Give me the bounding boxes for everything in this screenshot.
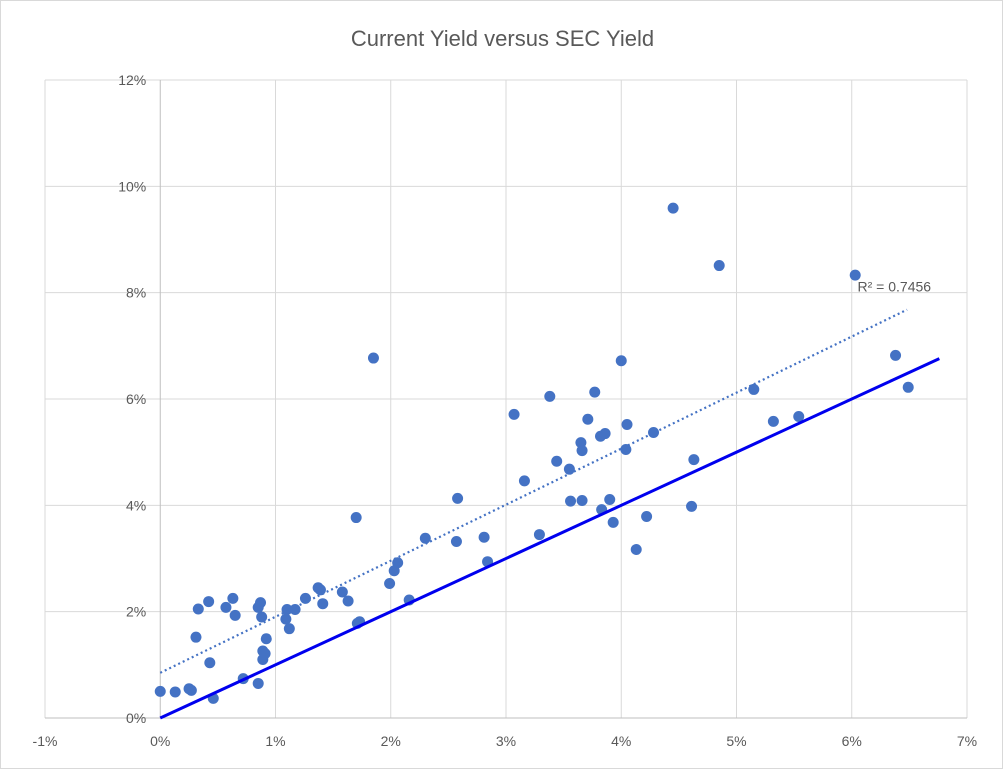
data-point [169,686,181,698]
data-point [280,613,292,625]
axes [45,80,967,719]
data-point [563,463,575,475]
data-point [589,386,601,398]
r-squared-label: R² = 0.7456 [858,279,932,295]
y-tick-label: 6% [126,391,146,407]
data-point [544,390,556,402]
data-point [890,349,902,361]
data-point [419,532,431,544]
data-point [227,592,239,604]
data-point [615,355,627,367]
data-point [190,631,202,643]
data-point [849,269,861,281]
data-point [229,609,241,621]
data-point [641,510,653,522]
y-tick-labels: 0% 2% 4% 6% 8% 10% 12% [118,72,146,726]
x-tick-label: 3% [496,733,516,749]
data-point [533,529,545,541]
data-point [767,415,779,427]
x-tick-label: 6% [842,733,862,749]
data-point [392,557,404,569]
data-point [902,381,914,393]
data-point [220,601,232,613]
data-point [630,543,642,555]
x-tick-label: 2% [381,733,401,749]
data-point [281,604,293,616]
reference-line [159,357,940,720]
x-tick-label: 1% [265,733,285,749]
data-point [478,531,490,543]
y-tick-label: 4% [126,497,146,513]
data-point [299,592,311,604]
y-tick-label: 2% [126,604,146,620]
y-tick-label: 12% [118,72,146,88]
y-tick-label: 10% [118,178,146,194]
data-point [314,584,326,596]
trendline [159,308,908,674]
data-point [289,604,301,616]
data-point [518,475,530,487]
data-point [582,413,594,425]
data-point [204,657,216,669]
data-point [621,419,633,431]
x-tick-label: 5% [726,733,746,749]
data-point [667,202,679,214]
data-point [713,260,725,272]
chart-title: Current Yield versus SEC Yield [350,26,655,51]
data-point [260,633,272,645]
data-point [384,577,396,589]
x-tick-label: 4% [611,733,631,749]
data-point [576,445,588,457]
data-point [688,454,700,466]
data-point [185,684,197,696]
data-point [255,597,267,609]
data-point [450,535,462,547]
data-point [551,455,563,467]
data-points [154,202,914,704]
data-point [283,623,295,635]
data-point [604,493,616,505]
data-point [648,426,660,438]
data-point [599,428,611,440]
x-tick-labels: -1% 0% 1% 2% 3% 4% 5% 6% 7% [33,733,978,749]
data-point [192,603,204,615]
data-point [342,595,354,607]
data-point [565,495,577,507]
data-point [367,352,379,364]
data-point [576,495,588,507]
data-point [336,586,348,598]
y-tick-label: 8% [126,285,146,301]
data-point [452,492,464,504]
data-point [317,598,329,610]
x-tick-label: 0% [150,733,170,749]
data-point [256,611,268,623]
data-point [154,685,166,697]
data-point [259,648,271,660]
x-tick-label: -1% [33,733,58,749]
y-tick-label: 0% [126,710,146,726]
data-point [203,596,215,608]
data-point [607,516,619,528]
lines [159,308,940,720]
data-point [508,408,520,420]
x-tick-label: 7% [957,733,977,749]
data-point [686,500,698,512]
data-point [252,677,264,689]
gridlines [44,79,968,718]
data-point [793,411,805,423]
data-point [350,512,362,524]
